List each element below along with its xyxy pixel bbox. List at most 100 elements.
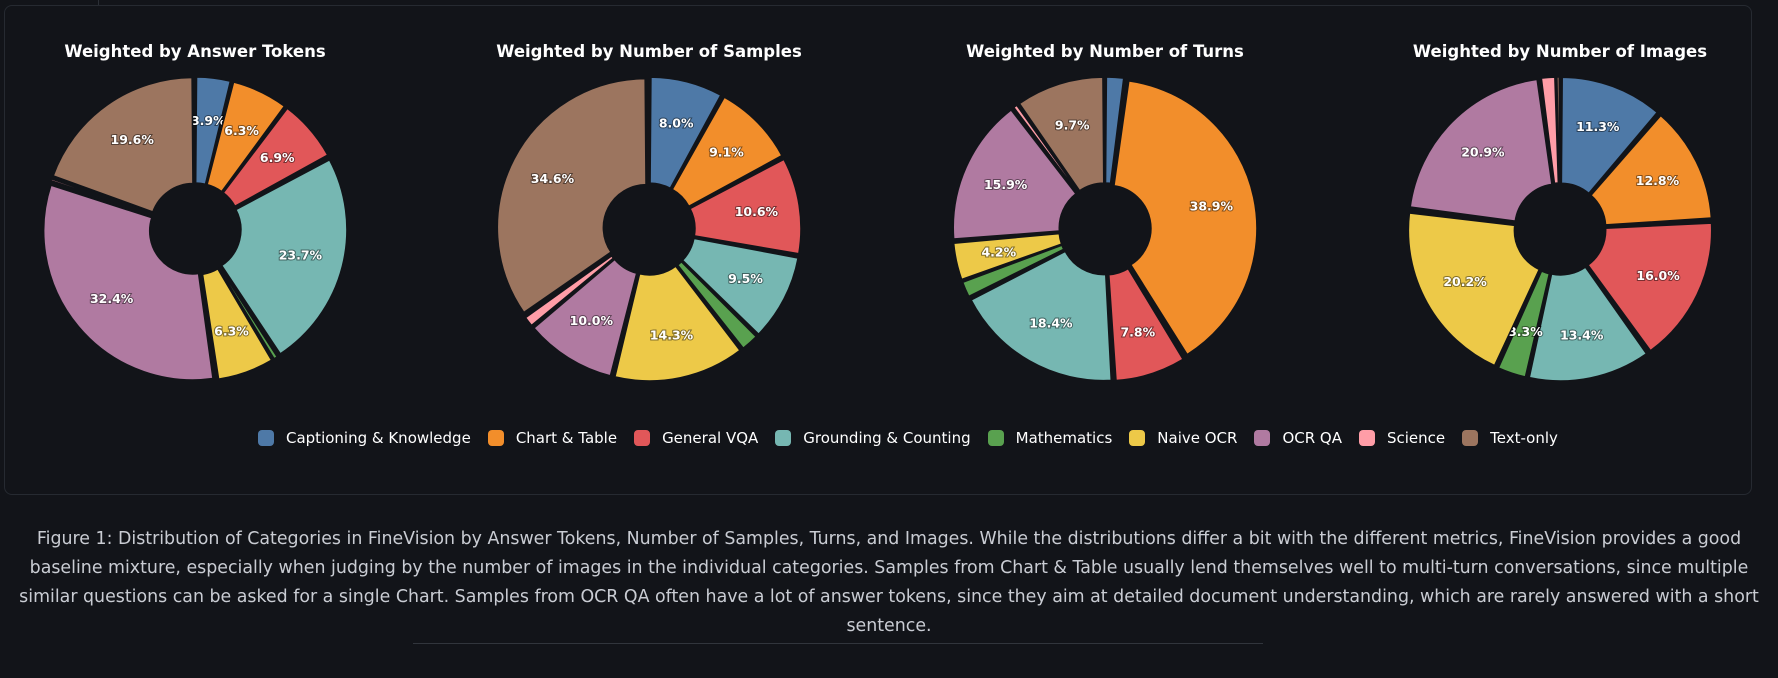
legend-label: Grounding & Counting bbox=[803, 429, 971, 447]
pie-slice-science bbox=[49, 177, 153, 216]
slice-value-label: 6.3% bbox=[214, 323, 249, 338]
slice-value-label: 14.3% bbox=[650, 327, 694, 342]
pie-slice-ocr-qa bbox=[42, 184, 214, 381]
slice-value-label: 11.3% bbox=[1576, 119, 1620, 134]
figure-caption: Figure 1: Distribution of Categories in … bbox=[19, 529, 1759, 637]
slice-value-label: 13.4% bbox=[1560, 328, 1604, 343]
chart-title: Weighted by Number of Images bbox=[1413, 42, 1707, 61]
slice-value-label: 16.0% bbox=[1636, 268, 1680, 283]
pie-chart-3: Weighted by Number of Turns 38.9% 7.8% 18.4… bbox=[952, 42, 1258, 382]
legend-item: Science bbox=[1359, 429, 1445, 447]
legend-label: Chart & Table bbox=[515, 429, 618, 447]
pie-chart-4: Weighted by Number of Images 11.3% 12.8% 16… bbox=[1407, 42, 1713, 382]
slice-value-label: 34.6% bbox=[531, 171, 575, 186]
pie-slice-mathematics bbox=[676, 260, 758, 350]
legend-item: Text-only bbox=[1462, 429, 1558, 447]
pie-slice-grounding-counting bbox=[681, 237, 799, 336]
slice-value-label: 8.0% bbox=[659, 116, 694, 131]
slice-value-label: 10.0% bbox=[570, 313, 614, 328]
pie-slice-grounding-counting bbox=[970, 250, 1113, 382]
slice-value-label: 9.5% bbox=[728, 271, 763, 286]
legend-item: Chart & Table bbox=[487, 429, 618, 447]
pie-slice-text-only bbox=[496, 77, 647, 314]
pie-slice-text-only bbox=[1556, 76, 1561, 184]
pie-slice-captioning-knowledge bbox=[194, 76, 232, 186]
legend-item: Grounding & Counting bbox=[775, 429, 971, 447]
pie-slice-chart-table bbox=[206, 81, 286, 193]
legend-item: OCR QA bbox=[1254, 429, 1342, 447]
slice-value-label: 6.9% bbox=[260, 150, 295, 165]
chart-legend: Captioning & Knowledge Chart & Table Gener… bbox=[258, 427, 1575, 449]
pie-chart-1: Weighted by Answer Tokens3.9%6.3%6.9%23.… bbox=[42, 42, 348, 381]
slice-value-label: 23.7% bbox=[279, 248, 323, 263]
legend-swatch bbox=[634, 430, 651, 446]
pie-slice-grounding-counting bbox=[1528, 266, 1648, 382]
slice-value-label: 32.4% bbox=[90, 291, 134, 306]
legend-label: Mathematics bbox=[1015, 429, 1113, 447]
legend-label: Naive OCR bbox=[1157, 429, 1238, 447]
legend-item: General VQA bbox=[634, 429, 758, 447]
pie-charts-figure: Weighted by Answer Tokens3.9%6.3%6.9%23.… bbox=[42, 42, 1713, 382]
pie-chart-2: Weighted by Number of Samples 8.0% 9.1% 10.… bbox=[496, 42, 802, 382]
pie-slice-captioning-knowledge bbox=[1104, 76, 1125, 185]
chart-title: Weighted by Number of Turns bbox=[966, 42, 1244, 61]
pie-slice-science bbox=[524, 254, 615, 327]
pie-slice-ocr-qa bbox=[1409, 78, 1553, 222]
pie-slice-science bbox=[1012, 104, 1080, 194]
slice-value-label: 12.8% bbox=[1636, 173, 1680, 188]
slice-value-label: 4.2% bbox=[981, 244, 1016, 259]
pie-slice-naive-ocr bbox=[1407, 212, 1541, 367]
pie-slice-general-vqa bbox=[1586, 222, 1713, 352]
slice-value-label: 19.6% bbox=[111, 132, 155, 147]
slice-value-label: 9.7% bbox=[1055, 117, 1090, 132]
legend-item: Mathematics bbox=[987, 429, 1113, 447]
pie-slice-captioning-knowledge bbox=[1560, 76, 1659, 195]
legend-item: Naive OCR bbox=[1129, 429, 1237, 447]
pie-slice-captioning-knowledge bbox=[649, 76, 722, 190]
slice-value-label: 3.3% bbox=[1508, 324, 1543, 339]
legend-label: Captioning & Knowledge bbox=[286, 429, 471, 447]
slice-value-label: 6.3% bbox=[224, 123, 259, 138]
pie-slice-naive-ocr bbox=[952, 232, 1063, 281]
pie-slice-mathematics bbox=[1497, 270, 1551, 378]
chart-title: Weighted by Answer Tokens bbox=[64, 42, 325, 61]
pie-slice-naive-ocr bbox=[614, 265, 742, 382]
slice-value-label: 7.8% bbox=[1120, 325, 1155, 340]
legend-swatch bbox=[1129, 430, 1146, 446]
slice-value-label: 38.9% bbox=[1190, 198, 1234, 213]
legend-label: General VQA bbox=[662, 429, 759, 447]
slice-value-label: 20.2% bbox=[1443, 274, 1487, 289]
legend-swatch bbox=[1359, 430, 1375, 446]
pie-slice-ocr-qa bbox=[952, 108, 1078, 240]
pie-slice-mathematics bbox=[961, 244, 1065, 298]
legend-swatch bbox=[1462, 430, 1479, 446]
pie-slice-general-vqa bbox=[689, 158, 802, 255]
pie-slice-naive-ocr bbox=[201, 267, 273, 380]
legend-swatch bbox=[987, 430, 1004, 446]
pie-slice-general-vqa bbox=[1108, 267, 1185, 382]
pie-slice-text-only bbox=[52, 76, 194, 213]
pie-slice-ocr-qa bbox=[532, 258, 638, 377]
slice-value-label: 18.4% bbox=[1029, 315, 1073, 330]
slice-value-label: 9.1% bbox=[709, 145, 744, 160]
legend-item: Captioning & Knowledge bbox=[258, 429, 471, 447]
pie-slice-grounding-counting bbox=[220, 158, 348, 355]
slice-value-label: 3.9% bbox=[191, 113, 226, 128]
pie-slice-chart-table bbox=[671, 96, 783, 208]
legend-label: Science bbox=[1387, 429, 1446, 447]
section-divider bbox=[413, 643, 1263, 644]
legend-swatch bbox=[258, 430, 274, 446]
pie-slice-chart-table bbox=[1113, 79, 1258, 356]
chart-title: Weighted by Number of Samples bbox=[496, 42, 802, 61]
legend-label: OCR QA bbox=[1282, 429, 1342, 447]
pie-slice-text-only bbox=[1018, 76, 1105, 192]
pie-slice-mathematics bbox=[217, 266, 279, 360]
pie-slice-chart-table bbox=[1589, 114, 1713, 226]
legend-swatch bbox=[487, 430, 504, 446]
legend-swatch bbox=[1254, 430, 1271, 446]
slice-value-label: 10.6% bbox=[735, 204, 779, 219]
slice-value-label: 20.9% bbox=[1461, 144, 1505, 159]
legend-label: Text-only bbox=[1490, 429, 1558, 447]
legend-swatch bbox=[775, 430, 792, 446]
slice-value-label: 15.9% bbox=[984, 177, 1028, 192]
